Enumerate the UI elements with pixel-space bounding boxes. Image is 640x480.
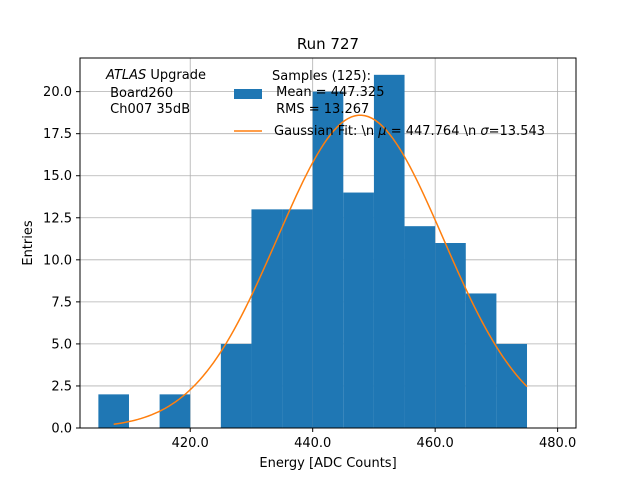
- legend-fit-label: Gaussian Fit: \n μ = 447.764 \n σ=13.543: [274, 124, 545, 139]
- histogram-bar: [251, 209, 283, 428]
- histogram-bar: [404, 226, 436, 428]
- histogram-bar: [465, 293, 497, 428]
- annotation-line-3: Ch007 35dB: [106, 102, 190, 117]
- y-tick-label: 10.0: [43, 253, 72, 268]
- y-axis-ticks: 0.0 2.5 5.0 7.5 10.0 12.5 15.0 17.5 20.0: [43, 85, 80, 437]
- histogram-bar: [435, 243, 466, 428]
- gaussian-fit-line: [113, 114, 528, 425]
- y-tick-label: 15.0: [43, 169, 72, 184]
- histogram-bar: [282, 209, 313, 428]
- y-tick-label: 20.0: [43, 85, 72, 100]
- plot-frame: [79, 57, 577, 429]
- annotation-atlas: ATLAS: [105, 68, 146, 83]
- y-axis-label: Entries: [21, 220, 36, 266]
- legend-hist-line-1: Samples (125):: [272, 69, 371, 84]
- legend-hist-line-2: Mean = 447.325: [272, 85, 384, 100]
- histogram-bar: [312, 91, 344, 429]
- histogram-bars: [98, 74, 528, 429]
- annotation-line-2: Board260: [106, 86, 173, 101]
- legend-hist-line-3: RMS = 13.267: [272, 102, 369, 117]
- x-tick-label: 460.0: [417, 436, 454, 451]
- histogram-bar: [159, 394, 191, 428]
- annotation-line-1: ATLAS Upgrade: [105, 68, 206, 83]
- histogram-bar: [343, 192, 374, 428]
- histogram-bar: [220, 343, 252, 428]
- atlas-annotation: ATLAS Upgrade Board260 Ch007 35dB: [105, 68, 206, 117]
- histogram-bar: [496, 343, 528, 428]
- y-tick-label: 12.5: [43, 211, 72, 226]
- y-tick-label: 5.0: [51, 337, 72, 352]
- legend-hist-swatch: [234, 89, 262, 99]
- chart-title: Run 727: [297, 35, 359, 53]
- y-tick-label: 17.5: [43, 127, 72, 142]
- y-tick-label: 0.0: [51, 422, 72, 437]
- x-tick-label: 420.0: [172, 436, 209, 451]
- x-tick-label: 440.0: [294, 436, 331, 451]
- y-tick-label: 2.5: [51, 379, 72, 394]
- y-tick-label: 7.5: [51, 295, 72, 310]
- legend: Samples (125): Mean = 447.325 RMS = 13.2…: [234, 69, 545, 139]
- x-axis-ticks: 420.0 440.0 460.0 480.0: [172, 428, 576, 451]
- x-tick-label: 480.0: [539, 436, 576, 451]
- annotation-upgrade: Upgrade: [146, 68, 206, 83]
- x-axis-label: Energy [ADC Counts]: [259, 456, 396, 471]
